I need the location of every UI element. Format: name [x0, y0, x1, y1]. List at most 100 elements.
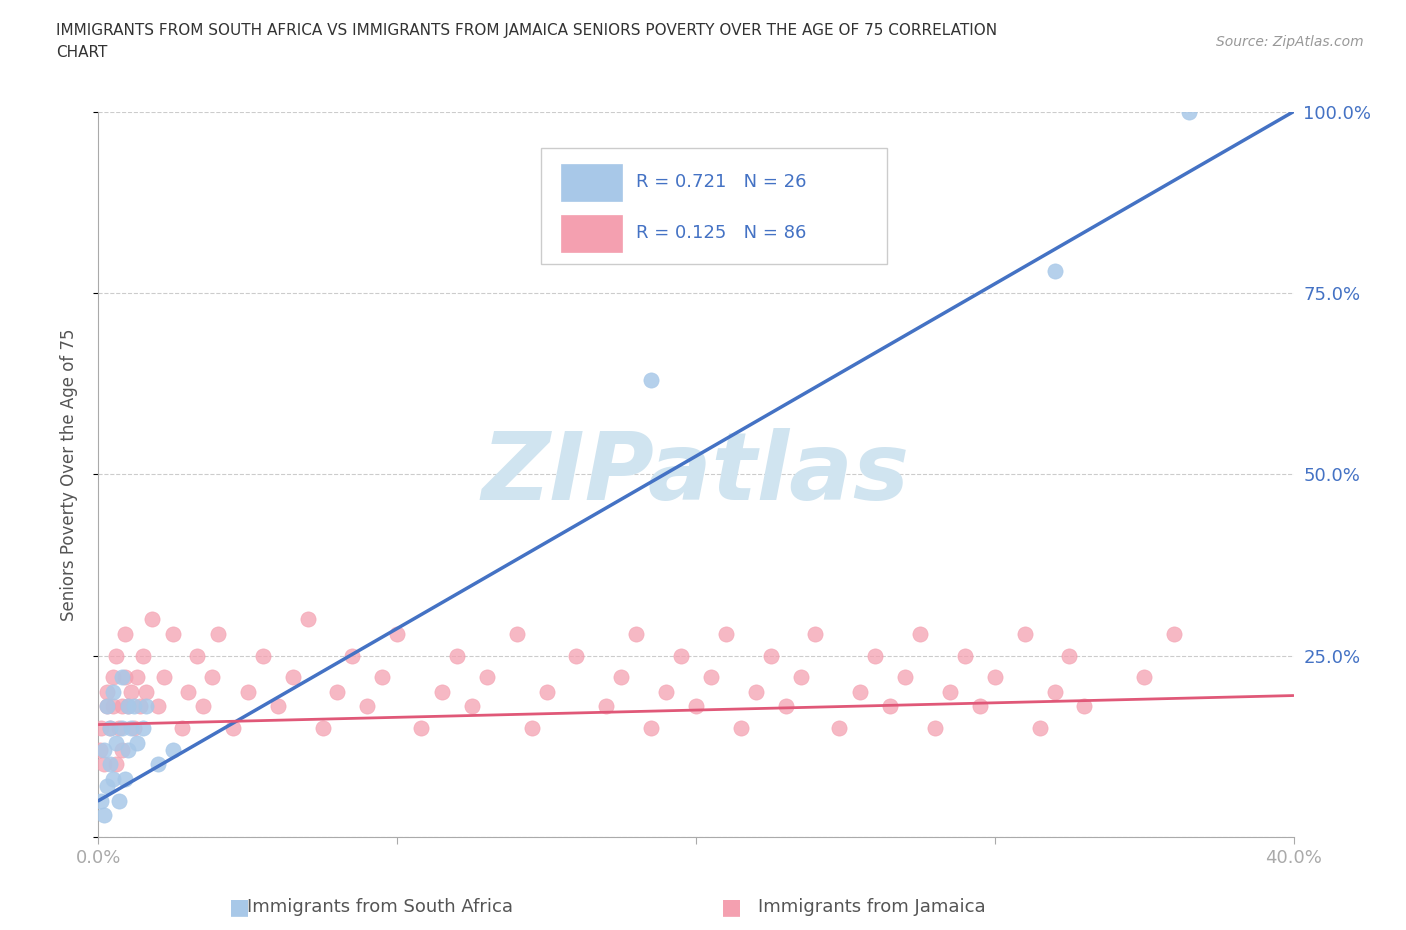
Point	[461, 699, 484, 714]
Point	[105, 757, 128, 772]
Point	[1073, 699, 1095, 714]
Point	[191, 699, 214, 714]
Point	[135, 699, 157, 714]
Point	[865, 648, 887, 663]
Text: R = 0.721   N = 26: R = 0.721 N = 26	[637, 173, 807, 192]
Point	[135, 684, 157, 699]
Point	[311, 721, 333, 736]
Point	[222, 721, 245, 736]
Point	[1014, 627, 1036, 642]
FancyBboxPatch shape	[561, 215, 621, 252]
Point	[849, 684, 872, 699]
Point	[475, 670, 498, 684]
Point	[939, 684, 962, 699]
Point	[124, 699, 146, 714]
Point	[1043, 684, 1066, 699]
Point	[356, 699, 378, 714]
Point	[96, 699, 118, 714]
Point	[969, 699, 991, 714]
Text: ■: ■	[721, 897, 741, 917]
Point	[326, 684, 349, 699]
Point	[111, 721, 134, 736]
Point	[430, 684, 453, 699]
Point	[148, 699, 170, 714]
Text: Immigrants from Jamaica: Immigrants from Jamaica	[758, 897, 986, 916]
Point	[924, 721, 946, 736]
Y-axis label: Seniors Poverty Over the Age of 75: Seniors Poverty Over the Age of 75	[59, 328, 77, 620]
Point	[105, 736, 128, 751]
Point	[96, 699, 118, 714]
Point	[565, 648, 588, 663]
Point	[103, 670, 125, 684]
Point	[1028, 721, 1050, 736]
Point	[114, 670, 136, 684]
Point	[700, 670, 723, 684]
Text: R = 0.125   N = 86: R = 0.125 N = 86	[637, 224, 807, 242]
Point	[371, 670, 394, 684]
Point	[201, 670, 224, 684]
Point	[132, 648, 155, 663]
Text: Source: ZipAtlas.com: Source: ZipAtlas.com	[1216, 35, 1364, 49]
Point	[127, 670, 149, 684]
Point	[236, 684, 259, 699]
Point	[1178, 104, 1201, 119]
Point	[1133, 670, 1156, 684]
Point	[894, 670, 917, 684]
Point	[103, 684, 125, 699]
Point	[114, 627, 136, 642]
Point	[90, 721, 112, 736]
Point	[120, 721, 142, 736]
Point	[595, 699, 617, 714]
Point	[96, 684, 118, 699]
Point	[1043, 264, 1066, 279]
Point	[669, 648, 692, 663]
Point	[124, 721, 146, 736]
Point	[759, 648, 782, 663]
Point	[153, 670, 176, 684]
Point	[1163, 627, 1185, 642]
Point	[100, 721, 122, 736]
Point	[103, 699, 125, 714]
Point	[162, 742, 184, 757]
Text: ■: ■	[229, 897, 249, 917]
Point	[117, 699, 139, 714]
Point	[186, 648, 208, 663]
Point	[111, 670, 134, 684]
Point	[640, 721, 662, 736]
Point	[89, 742, 111, 757]
Text: Immigrants from South Africa: Immigrants from South Africa	[246, 897, 513, 916]
Text: ZIPatlas: ZIPatlas	[482, 429, 910, 520]
Point	[117, 742, 139, 757]
Point	[506, 627, 529, 642]
Point	[207, 627, 229, 642]
Point	[132, 721, 155, 736]
FancyBboxPatch shape	[540, 148, 887, 264]
FancyBboxPatch shape	[561, 164, 621, 201]
Point	[297, 612, 319, 627]
Point	[111, 699, 134, 714]
Point	[96, 778, 118, 793]
Point	[685, 699, 707, 714]
Point	[105, 648, 128, 663]
Point	[626, 627, 648, 642]
Point	[103, 772, 125, 787]
Point	[789, 670, 811, 684]
Text: CHART: CHART	[56, 45, 108, 60]
Point	[93, 742, 115, 757]
Point	[111, 742, 134, 757]
Point	[108, 721, 131, 736]
Point	[953, 648, 976, 663]
Point	[984, 670, 1007, 684]
Point	[148, 757, 170, 772]
Point	[655, 684, 678, 699]
Point	[100, 721, 122, 736]
Point	[714, 627, 737, 642]
Point	[828, 721, 851, 736]
Point	[129, 699, 152, 714]
Point	[120, 684, 142, 699]
Point	[108, 793, 131, 808]
Point	[730, 721, 752, 736]
Point	[252, 648, 274, 663]
Point	[267, 699, 290, 714]
Point	[93, 757, 115, 772]
